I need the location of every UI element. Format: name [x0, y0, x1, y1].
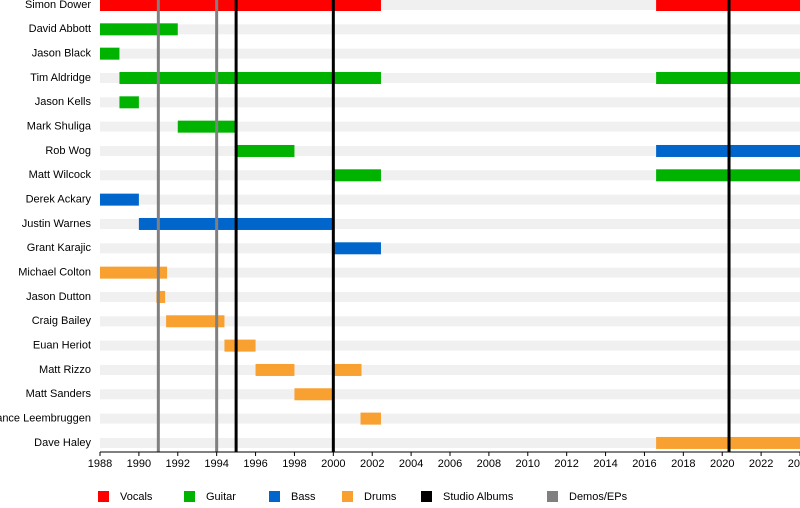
- row-stripe: [100, 24, 800, 35]
- member-label: Derek Ackary: [26, 194, 92, 206]
- row-stripe: [100, 218, 800, 229]
- x-tick-label: 1996: [243, 458, 267, 470]
- member-label: Jason Black: [32, 48, 92, 60]
- x-tick-label: 2002: [360, 458, 384, 470]
- membership-bar: [333, 363, 362, 376]
- membership-bar: [100, 266, 168, 279]
- member-label: Matt Wilcock: [29, 169, 92, 181]
- member-label: Jason Kells: [35, 96, 92, 108]
- row-stripe: [100, 0, 800, 10]
- row-stripe: [100, 48, 800, 59]
- x-tick-label: 1990: [127, 458, 151, 470]
- x-tick-label: 2018: [671, 458, 695, 470]
- member-label: Simon Dower: [25, 0, 91, 11]
- membership-bar: [166, 315, 225, 328]
- legend-label: Vocals: [120, 491, 153, 503]
- legend-swatch: [184, 491, 195, 502]
- x-tick-label: 2016: [632, 458, 656, 470]
- membership-bar: [360, 412, 381, 425]
- membership-bar: [294, 388, 334, 401]
- row-stripe: [100, 413, 800, 424]
- membership-bar: [255, 363, 295, 376]
- row-stripe: [100, 316, 800, 327]
- x-tick-label: 2000: [321, 458, 345, 470]
- row-stripe: [100, 267, 800, 278]
- legend-swatch: [421, 491, 432, 502]
- x-tick-label: 2008: [477, 458, 501, 470]
- member-label: Jason Dutton: [26, 291, 91, 303]
- membership-bar: [100, 0, 381, 11]
- member-label: Craig Bailey: [32, 315, 92, 327]
- membership-bar: [333, 242, 381, 255]
- x-tick-label: 2004: [399, 458, 423, 470]
- row-stripe: [100, 97, 800, 108]
- legend-label: Bass: [291, 491, 316, 503]
- legend-label: Studio Albums: [443, 491, 514, 503]
- x-tick-label: 2010: [516, 458, 540, 470]
- row-stripe: [100, 364, 800, 375]
- legend-label: Guitar: [206, 491, 236, 503]
- legend-swatch: [342, 491, 353, 502]
- x-tick-label: 1988: [88, 458, 112, 470]
- row-stripe: [100, 121, 800, 132]
- membership-bar: [224, 339, 256, 352]
- legend-swatch: [547, 491, 558, 502]
- membership-bar: [100, 193, 139, 206]
- membership-bar: [100, 47, 120, 60]
- member-label: Grant Karajic: [27, 242, 92, 254]
- row-stripe: [100, 340, 800, 351]
- x-tick-label: 2014: [593, 458, 617, 470]
- row-stripe: [100, 72, 800, 83]
- row-stripe: [100, 194, 800, 205]
- member-label: Matt Rizzo: [39, 364, 91, 376]
- row-stripe: [100, 389, 800, 400]
- member-label: Lance Leembruggen: [0, 413, 91, 425]
- x-tick-label: 1994: [204, 458, 228, 470]
- x-tick-label: 2024: [788, 458, 800, 470]
- member-label: Michael Colton: [18, 267, 91, 279]
- member-label: Dave Haley: [34, 437, 91, 449]
- member-label: David Abbott: [29, 23, 91, 35]
- row-stripe: [100, 243, 800, 254]
- member-label: Matt Sanders: [26, 388, 92, 400]
- legend-swatch: [98, 491, 109, 502]
- x-tick-label: 1998: [282, 458, 306, 470]
- member-label: Euan Heriot: [33, 340, 91, 352]
- x-tick-label: 2012: [554, 458, 578, 470]
- row-stripe: [100, 437, 800, 448]
- membership-bar: [119, 71, 381, 84]
- member-label: Mark Shuliga: [27, 121, 92, 133]
- x-tick-label: 2020: [710, 458, 734, 470]
- row-stripe: [100, 291, 800, 302]
- membership-bar: [236, 144, 295, 157]
- membership-bar: [333, 169, 381, 182]
- row-stripe: [100, 145, 800, 156]
- membership-bar: [177, 120, 237, 133]
- legend-swatch: [269, 491, 280, 502]
- membership-bar: [119, 96, 139, 109]
- member-label: Justin Warnes: [22, 218, 92, 230]
- membership-bar: [156, 290, 166, 303]
- row-stripe: [100, 170, 800, 181]
- x-tick-label: 2006: [438, 458, 462, 470]
- membership-bar: [100, 23, 178, 36]
- member-label: Rob Wog: [45, 145, 91, 157]
- legend-label: Demos/EPs: [569, 491, 628, 503]
- x-tick-label: 2022: [749, 458, 773, 470]
- member-label: Tim Aldridge: [30, 72, 91, 84]
- x-tick-label: 1992: [166, 458, 190, 470]
- legend-label: Drums: [364, 491, 397, 503]
